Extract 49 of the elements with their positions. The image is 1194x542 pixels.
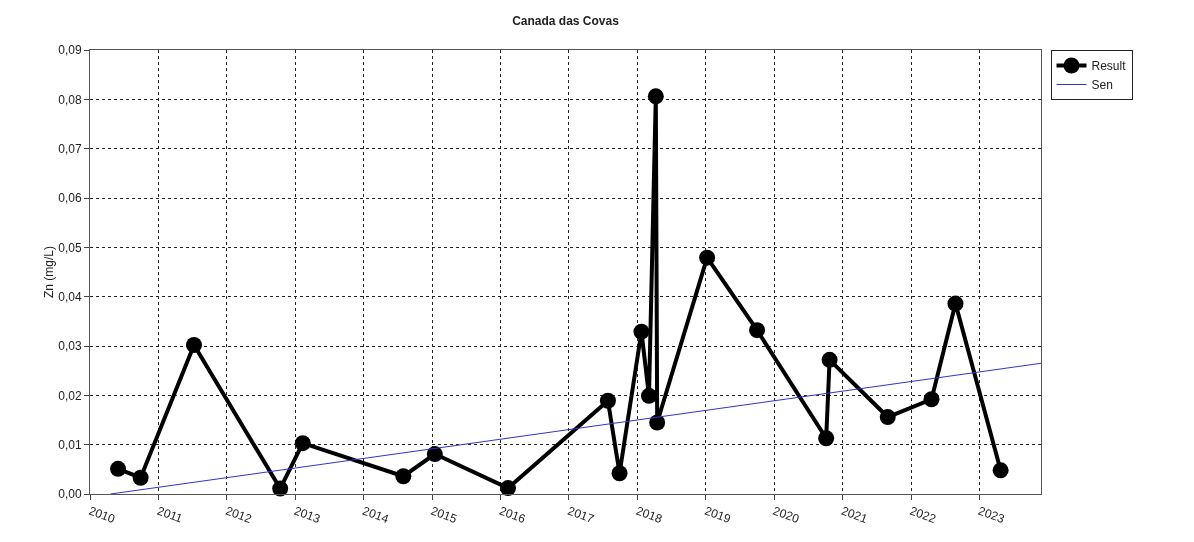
y-axis-title: Zn (mg/L) <box>42 245 57 299</box>
point <box>821 351 838 368</box>
x-tick-label: 2017 <box>565 503 597 527</box>
x-tick-label: 2010 <box>86 503 118 527</box>
legend-label: Sen <box>1091 78 1113 93</box>
point <box>699 249 716 266</box>
point <box>879 409 896 426</box>
x-tick-label: 2022 <box>907 503 939 527</box>
point <box>947 295 964 312</box>
x-tick-label: 2020 <box>771 503 802 527</box>
x-tick-label: 2014 <box>360 503 391 527</box>
y-tick-label: 0,06 <box>58 191 82 206</box>
point <box>818 430 835 447</box>
x-tick-label: 2012 <box>223 503 254 527</box>
point <box>992 462 1009 479</box>
x-tick-label: 2016 <box>497 503 528 527</box>
x-tick-label: 2015 <box>429 503 460 527</box>
y-tick-label: 0,00 <box>58 487 82 502</box>
point <box>110 460 127 477</box>
point <box>426 446 443 463</box>
x-tick-label: 2023 <box>976 503 1007 527</box>
point <box>186 337 202 353</box>
point <box>923 391 940 408</box>
y-tick-label: 0,01 <box>58 437 82 452</box>
point <box>647 88 664 105</box>
y-tick-label: 0,05 <box>58 240 82 255</box>
point <box>599 392 616 409</box>
chart-title: Canada das Covas <box>512 13 620 28</box>
point <box>611 465 628 482</box>
x-tick-label: 2019 <box>702 503 733 527</box>
point <box>132 469 149 486</box>
y-tick-label: 0,07 <box>58 141 82 156</box>
y-tick-label: 0,09 <box>58 43 82 58</box>
legend-label: Result <box>1091 59 1127 74</box>
y-tick-label: 0,08 <box>58 92 82 107</box>
point <box>294 435 311 452</box>
point <box>395 468 412 485</box>
point <box>633 323 650 340</box>
y-tick-label: 0,04 <box>58 289 82 304</box>
point <box>749 322 766 339</box>
x-tick-label: 2011 <box>155 503 185 526</box>
x-tick-label: 2021 <box>839 503 870 527</box>
y-tick-label: 0,02 <box>58 388 82 403</box>
x-tick-label: 2018 <box>634 503 665 527</box>
point <box>500 480 517 497</box>
point <box>640 387 657 404</box>
x-tick-label: 2013 <box>292 503 323 527</box>
point <box>272 480 289 497</box>
y-tick-label: 0,03 <box>58 339 82 354</box>
